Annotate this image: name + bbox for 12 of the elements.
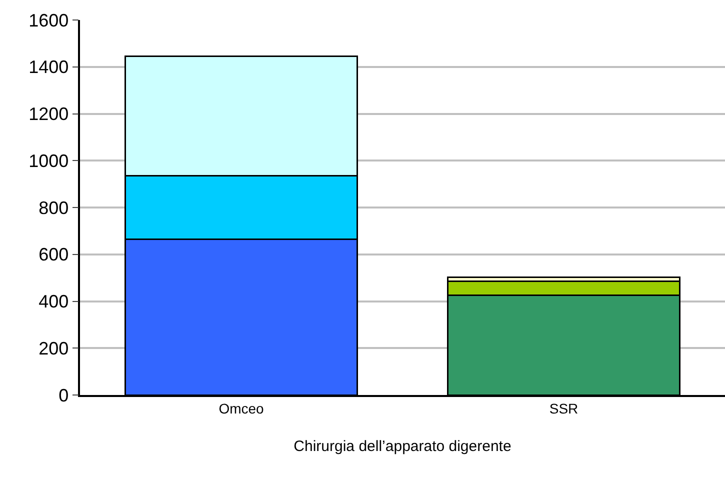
x-tick-label: Omceo [218,400,264,417]
y-tick-label: 400 [38,292,69,312]
y-tick-label: 1400 [28,57,69,78]
y-tick-label: 600 [38,244,69,265]
y-tick-label: 0 [58,385,69,406]
y-tick-label: 1000 [28,150,69,171]
y-tick-label: 800 [38,198,69,218]
y-tick-label: 200 [38,338,69,358]
y-tick-label: 1200 [28,104,69,124]
x-axis-title: Chirurgia dell’apparato digerente [294,438,512,456]
y-tick-label: 1600 [28,10,69,30]
x-tick-label: SSR [549,400,578,417]
